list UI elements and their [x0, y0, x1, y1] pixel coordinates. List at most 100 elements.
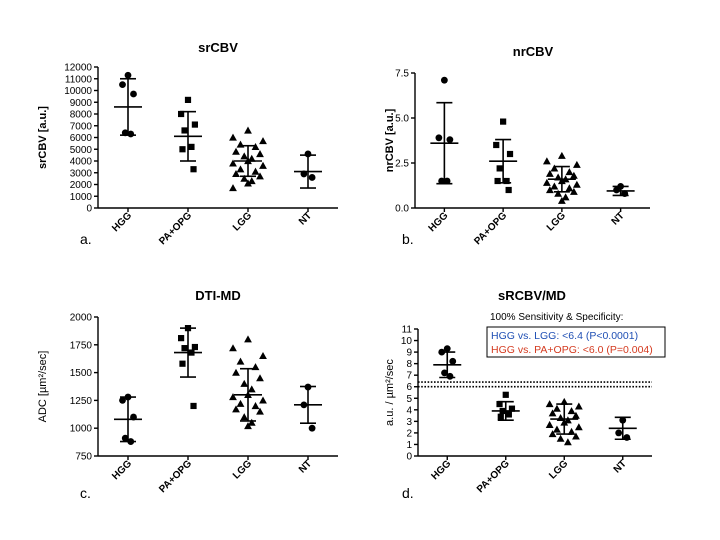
y-tick-label: 7000: [70, 121, 93, 132]
data-point: [191, 121, 198, 128]
y-axis-label: ADC [µm²/sec]: [37, 351, 49, 423]
panel-letter: a.: [80, 231, 92, 247]
y-tick-label: 6: [406, 382, 412, 393]
data-point: [229, 344, 237, 352]
y-tick-label: 750: [75, 452, 92, 463]
y-tick-label: 2: [406, 428, 412, 439]
data-point: [561, 193, 570, 201]
y-tick-label: 4000: [70, 157, 93, 168]
data-point: [574, 423, 583, 431]
panel-nrcbv: nrCBV 0.0 2.5 5.0 7.5 nrCBV [a.u.] HGG PA+OPG LG…: [384, 44, 650, 247]
x-category-label: NT: [612, 458, 629, 475]
x-category-label: PA+OPG: [472, 210, 509, 247]
data-point: [181, 127, 188, 134]
data-point: [493, 141, 500, 149]
data-point: [494, 177, 501, 185]
data-point: [505, 411, 512, 418]
data-point: [229, 393, 237, 401]
x-category-label: HGG: [429, 458, 453, 482]
data-point: [259, 161, 267, 169]
data-point: [557, 196, 566, 204]
data-point: [178, 110, 185, 118]
data-point: [569, 187, 578, 195]
chart-title: DTI-MD: [195, 288, 241, 303]
data-point: [308, 174, 316, 181]
y-tick-label: 1250: [70, 396, 93, 407]
data-point: [548, 409, 557, 417]
data-point: [244, 335, 252, 343]
y-tick-label: 2000: [70, 313, 93, 324]
data-point: [569, 171, 578, 179]
data-point: [435, 134, 443, 142]
chart-title: srCBV: [198, 40, 238, 55]
annotation-line-hgg-lgg: HGG vs. LGG: <6.4 (P<0.0001): [491, 330, 638, 342]
data-point: [550, 182, 559, 190]
data-point: [240, 174, 249, 182]
data-point: [545, 400, 554, 408]
panel-srcbv: srCBV 01000200030004000500060007000800090…: [37, 40, 338, 247]
y-tick-label: 2000: [70, 180, 93, 191]
y-tick-label: 1000: [70, 424, 93, 435]
data-point: [259, 396, 267, 404]
data-point: [247, 385, 256, 393]
data-point: [247, 418, 256, 426]
y-tick-label: 5.0: [395, 114, 409, 125]
y-tick-label: 3: [406, 417, 412, 428]
x-category-label: PA+OPG: [157, 458, 194, 495]
y-tick-label: 7: [406, 371, 412, 382]
data-point: [502, 391, 509, 398]
data-point: [503, 177, 510, 185]
data-point: [500, 118, 507, 125]
data-point: [496, 165, 503, 172]
data-point: [565, 168, 574, 176]
data-point: [240, 379, 249, 387]
data-point: [548, 430, 557, 438]
data-point: [572, 432, 580, 440]
data-point: [557, 151, 566, 159]
data-point: [256, 172, 264, 180]
data-point: [256, 407, 264, 415]
data-point: [240, 152, 249, 160]
data-point: [554, 189, 563, 197]
data-point: [236, 357, 245, 365]
data-point: [232, 368, 240, 376]
y-tick-label: 2.5: [395, 159, 409, 170]
data-point: [190, 402, 197, 410]
data-point: [247, 154, 256, 162]
data-point: [181, 345, 188, 352]
y-tick-label: 9000: [70, 98, 93, 109]
data-point: [236, 399, 245, 407]
data-point: [613, 186, 620, 194]
y-tick-label: 11: [402, 325, 413, 336]
data-point: [229, 133, 237, 141]
data-point: [130, 90, 137, 98]
y-tick-label: 10: [401, 336, 413, 347]
x-category-label: HGG: [427, 210, 451, 234]
data-point: [244, 422, 252, 430]
y-tick-label: 0: [406, 452, 412, 463]
x-category-label: HGG: [110, 458, 134, 482]
data-point: [244, 179, 252, 187]
x-category-label: NT: [610, 210, 627, 227]
x-category-label: HGG: [110, 210, 134, 234]
panel-letter: b.: [402, 231, 414, 247]
y-tick-label: 4: [406, 405, 412, 416]
data-point: [556, 434, 565, 442]
data-point: [545, 420, 554, 428]
data-point: [438, 177, 446, 185]
data-point: [256, 374, 264, 382]
y-tick-label: 6000: [70, 133, 93, 144]
y-tick-label: 3000: [70, 168, 93, 179]
data-point: [550, 164, 559, 172]
data-point: [240, 413, 249, 421]
x-category-label: PA+OPG: [157, 210, 194, 247]
data-point: [443, 345, 451, 353]
data-point: [184, 96, 192, 103]
y-tick-label: 5000: [70, 145, 93, 156]
data-point: [567, 427, 576, 435]
x-category-label: LGG: [545, 210, 568, 233]
data-point: [247, 177, 256, 185]
y-axis-label: nrCBV [a.u.]: [384, 108, 396, 172]
x-category-label: NT: [297, 210, 314, 227]
